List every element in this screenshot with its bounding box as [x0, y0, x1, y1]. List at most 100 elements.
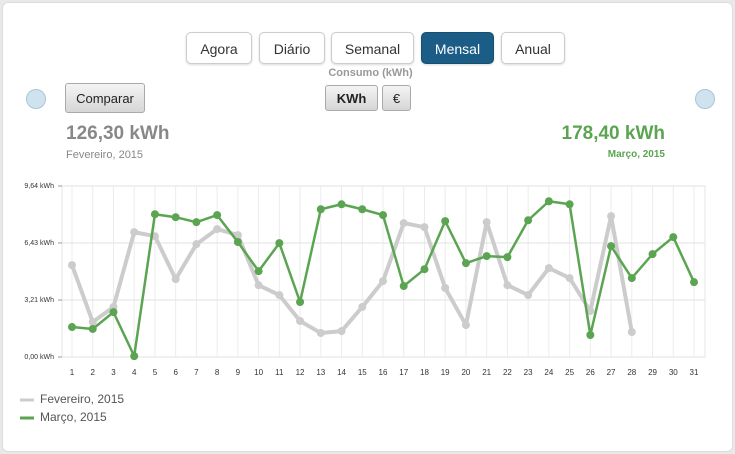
- data-point: [461, 259, 470, 268]
- data-point: [482, 218, 491, 227]
- x-tick-label: 19: [441, 368, 450, 377]
- x-tick-label: 13: [316, 368, 325, 377]
- data-point: [399, 282, 408, 291]
- x-tick-label: 16: [379, 368, 388, 377]
- data-point: [254, 281, 263, 290]
- x-tick-label: 26: [586, 368, 595, 377]
- x-tick-label: 6: [173, 368, 178, 377]
- x-tick-label: 28: [627, 368, 636, 377]
- x-tick-label: 4: [132, 368, 137, 377]
- data-point: [109, 308, 118, 317]
- x-tick-label: 5: [153, 368, 158, 377]
- x-tick-label: 3: [111, 368, 116, 377]
- data-point: [233, 238, 242, 247]
- data-point: [690, 278, 698, 287]
- y-tick-label: 6,43 kWh: [24, 240, 54, 247]
- x-tick-label: 25: [565, 368, 574, 377]
- data-point: [358, 205, 367, 214]
- tab[interactable]: Anual: [501, 32, 565, 64]
- x-tick-label: 23: [524, 368, 533, 377]
- x-tick-label: 20: [461, 368, 470, 377]
- data-point: [254, 267, 263, 276]
- data-point: [503, 281, 512, 290]
- y-tick-label: 3,21 kWh: [24, 297, 54, 304]
- x-tick-label: 29: [648, 368, 657, 377]
- x-tick-label: 8: [215, 368, 220, 377]
- x-tick-label: 27: [607, 368, 616, 377]
- data-point: [171, 275, 180, 284]
- x-tick-label: 15: [358, 368, 367, 377]
- data-point: [316, 205, 325, 214]
- unit-button[interactable]: KWh: [325, 85, 378, 111]
- data-point: [88, 324, 97, 333]
- data-point: [130, 228, 139, 237]
- data-point: [669, 233, 678, 242]
- data-point: [296, 316, 305, 325]
- x-tick-label: 7: [194, 368, 199, 377]
- x-tick-label: 24: [544, 368, 553, 377]
- tab-active[interactable]: Mensal: [421, 32, 494, 64]
- data-point: [379, 211, 387, 220]
- data-point: [524, 216, 533, 225]
- data-point: [627, 327, 636, 336]
- data-point: [337, 327, 346, 336]
- data-point: [150, 210, 159, 219]
- data-point: [420, 223, 429, 232]
- data-point: [544, 197, 553, 206]
- data-point: [275, 291, 284, 300]
- unit-caption: Consumo (kWh): [328, 67, 413, 79]
- data-point: [130, 352, 139, 361]
- x-tick-label: 1: [70, 368, 75, 377]
- series-line: [70, 214, 634, 336]
- data-point: [379, 277, 387, 286]
- data-point: [482, 252, 491, 261]
- data-point: [275, 239, 284, 248]
- y-tick-label: 9,64 kWh: [24, 183, 54, 190]
- data-point: [586, 307, 595, 316]
- x-tick-label: 2: [91, 368, 96, 377]
- data-point: [296, 298, 305, 307]
- y-tick-label: 0,00 kWh: [24, 354, 54, 361]
- data-point: [441, 217, 450, 226]
- x-tick-label: 21: [482, 368, 491, 377]
- data-point: [233, 231, 242, 240]
- data-point: [88, 318, 97, 327]
- data-point: [524, 291, 533, 300]
- x-tick-label: 11: [275, 368, 284, 377]
- x-tick-label: 10: [254, 368, 263, 377]
- data-point: [544, 264, 553, 273]
- legend-label: Fevereiro, 2015: [40, 392, 124, 406]
- compare-button[interactable]: Comparar: [65, 83, 145, 113]
- x-tick-label: 14: [337, 368, 346, 377]
- tab[interactable]: Agora: [186, 32, 252, 64]
- unit-button[interactable]: €: [382, 85, 411, 111]
- x-tick-label: 12: [296, 368, 305, 377]
- x-tick-label: 9: [236, 368, 241, 377]
- data-point: [565, 200, 574, 209]
- data-point: [192, 240, 201, 249]
- summary-right-period: Março, 2015: [607, 149, 665, 160]
- data-point: [213, 211, 222, 220]
- tab[interactable]: Semanal: [331, 32, 414, 64]
- data-point: [607, 242, 616, 251]
- data-point: [461, 321, 470, 330]
- data-point: [192, 218, 201, 227]
- data-point: [565, 274, 574, 283]
- prev-arrow[interactable]: [26, 89, 46, 109]
- x-tick-label: 31: [690, 368, 699, 377]
- next-arrow[interactable]: [695, 89, 715, 109]
- tab[interactable]: Diário: [259, 32, 325, 64]
- data-point: [171, 213, 180, 222]
- data-point: [68, 261, 76, 270]
- data-point: [441, 283, 450, 292]
- data-point: [420, 265, 429, 274]
- legend-label: Março, 2015: [40, 410, 107, 424]
- x-tick-label: 30: [669, 368, 678, 377]
- data-point: [68, 323, 76, 332]
- data-point: [607, 212, 616, 221]
- data-point: [503, 253, 512, 262]
- data-point: [399, 219, 408, 228]
- summary-left: 126,30 kWh: [66, 123, 170, 144]
- x-tick-label: 17: [399, 368, 408, 377]
